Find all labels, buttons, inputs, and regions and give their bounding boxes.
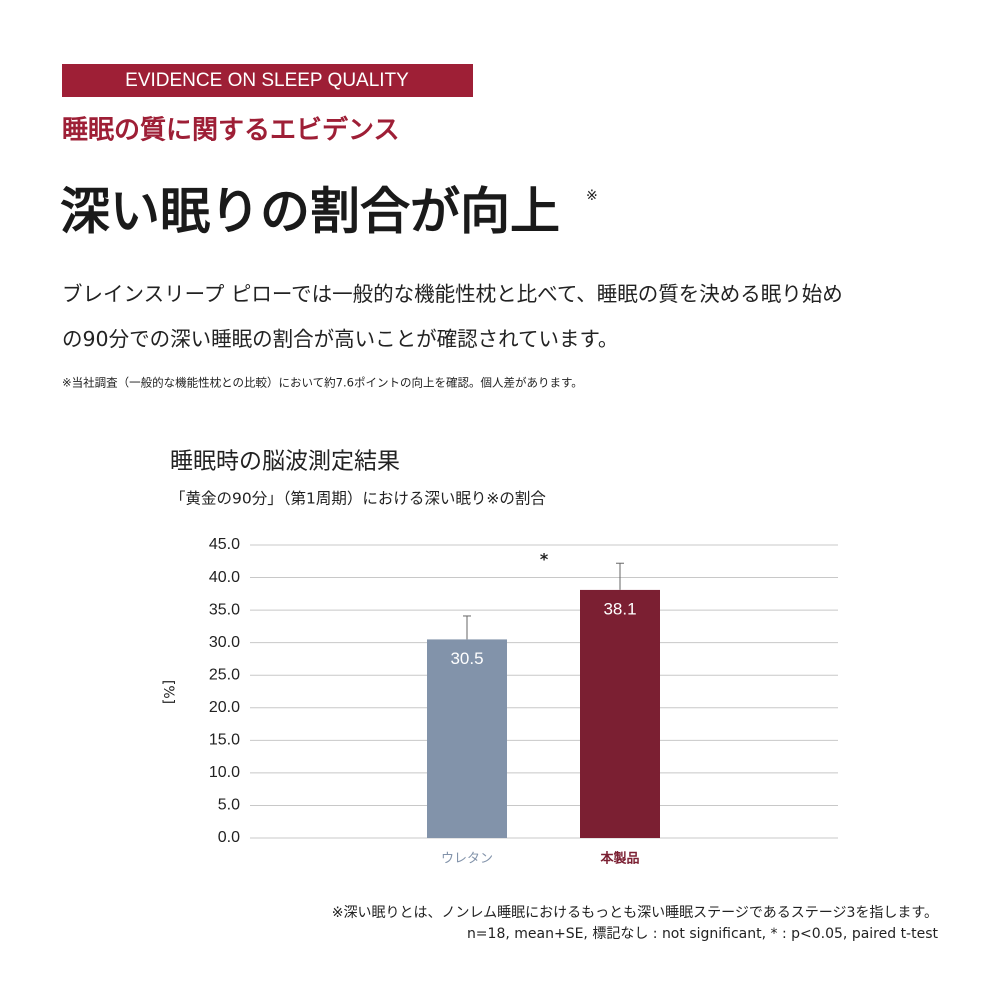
bar [580, 589, 660, 838]
chart-title: 睡眠時の脳波測定結果 [170, 449, 400, 475]
y-tick-label: 45.0 [209, 536, 240, 553]
bar [427, 639, 507, 838]
y-tick-label: 5.0 [218, 797, 240, 814]
value-label: 30.5 [450, 649, 483, 668]
y-tick-label: 15.0 [209, 732, 240, 749]
body-line: の90分での深い睡眠の割合が高いことが確認されています。 [62, 327, 618, 351]
footnote: n=18, mean+SE, 標記なし : not significant, *… [467, 926, 939, 942]
value-label: 38.1 [603, 599, 636, 618]
headline: 深い眠りの割合が向上 [60, 183, 560, 241]
badge: EVIDENCE ON SLEEP QUALITY [125, 70, 409, 91]
y-tick-label: 20.0 [209, 699, 240, 716]
y-tick-label: 10.0 [209, 764, 240, 781]
note: ※当社調査（一般的な機能性枕との比較）において約7.6ポイントの向上を確認。個人… [62, 376, 583, 390]
x-tick-label: 本製品 [599, 851, 639, 867]
y-axis-label: [%] [160, 680, 176, 704]
y-tick-label: 35.0 [209, 601, 240, 618]
y-tick-label: 25.0 [209, 666, 240, 683]
subtitle: 睡眠の質に関するエビデンス [62, 115, 399, 146]
badge-box [62, 64, 473, 97]
y-tick-label: 30.0 [209, 634, 240, 651]
significance: * [540, 550, 549, 569]
footnote: ※深い眠りとは、ノンレム睡眠におけるもっとも深い睡眠ステージであるステージ3を指… [332, 905, 938, 921]
x-tick-label: ウレタン [441, 852, 493, 867]
body-line: ブレインスリープ ピローでは一般的な機能性枕と比べて、睡眠の質を決める眠り始め [62, 282, 843, 306]
y-tick-label: 0.0 [218, 829, 240, 846]
chart-subtitle: 「黄金の90分」（第1周期）における深い眠り※の割合 [170, 490, 546, 508]
headline-mark: ※ [586, 188, 598, 204]
y-tick-label: 40.0 [209, 569, 240, 586]
